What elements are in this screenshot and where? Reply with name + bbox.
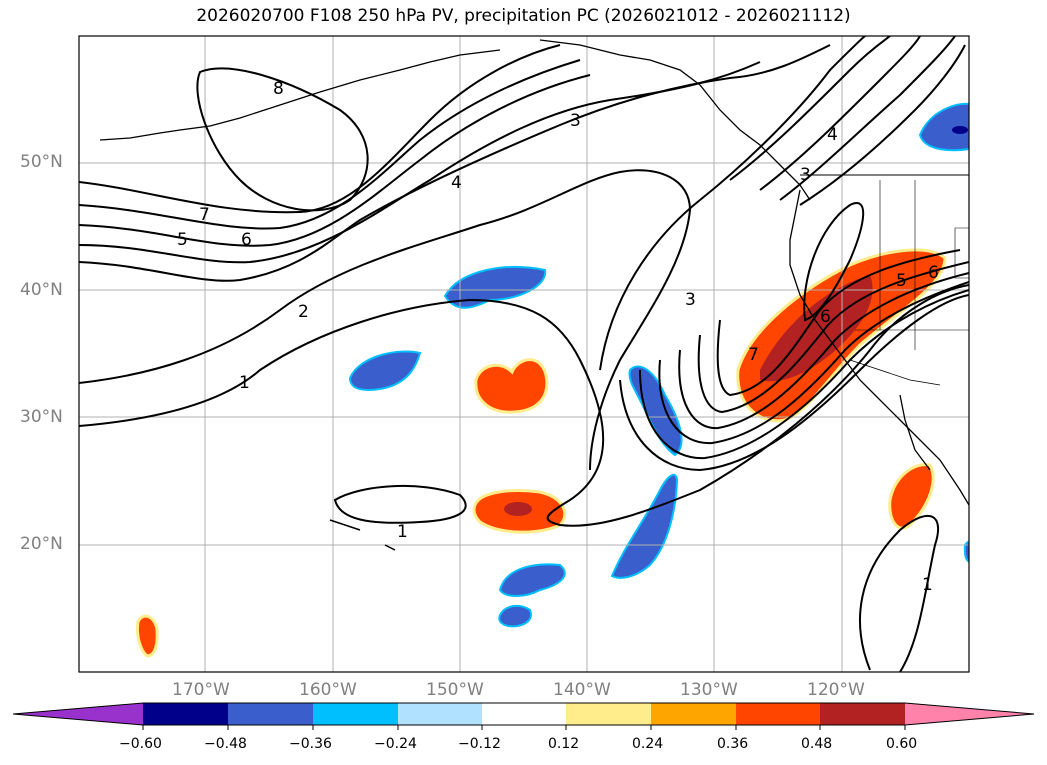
colorbar-tick-label: −0.36: [289, 736, 332, 752]
precip-blob-neg-7: [918, 102, 969, 152]
lat-label-30n: 30°N: [20, 407, 63, 427]
pv-label-1-west: 1: [239, 373, 250, 393]
pv-label-7: 7: [199, 205, 210, 225]
colorbar-extend-low: [13, 703, 143, 725]
colorbar-tick-label: −0.60: [119, 736, 162, 752]
pv-ridge-4: [729, 36, 891, 181]
colorbar-tick-label: 0.60: [886, 736, 918, 752]
colorbar-bin: [566, 703, 651, 725]
colorbar-bin: [143, 703, 228, 725]
colorbar-bin: [313, 703, 398, 725]
pv-trough-6: [716, 249, 961, 397]
colorbar-bin: [651, 703, 736, 725]
colorbar: [12, 702, 1035, 730]
colorbar-extend-high: [905, 703, 1034, 725]
pv-label-3-trough: 3: [685, 290, 696, 310]
pv-contour-1-hawaii: [333, 484, 467, 524]
lat-label-20n: 20°N: [20, 534, 63, 554]
pv-label-1-se: 1: [922, 575, 933, 595]
pv-closed-6: [803, 202, 865, 322]
pv-contour-8: [196, 67, 369, 212]
colorbar-tick-label: −0.12: [458, 736, 501, 752]
colorbar-bin: [398, 703, 482, 725]
pv-label-6-east: 6: [928, 263, 939, 283]
pv-contour-1-north: [79, 169, 692, 471]
pv-ridge-6: [779, 36, 956, 201]
pv-ridge-3: [599, 36, 866, 371]
pv-contours: [79, 36, 969, 672]
pv-contour-1-south: [79, 284, 969, 527]
pv-contour-labels: 8 7 6 5 4 3 3 2 1 1 1 3 4 5 6 7 6: [177, 79, 939, 595]
pv-label-7-trough: 7: [748, 345, 759, 365]
colorbar-tick-label: 0.12: [548, 736, 580, 752]
pv-contour-1-se: [859, 514, 940, 672]
pv-trough-2: [639, 289, 969, 460]
coastlines: [99, 39, 969, 551]
lon-label-160w: 160°W: [299, 680, 357, 700]
pv-label-4: 4: [451, 173, 462, 193]
lon-label-140w: 140°W: [553, 680, 611, 700]
precip-negative-anomalies: [348, 102, 969, 628]
pv-ridge-7: [799, 44, 966, 206]
colorbar-bin: [820, 703, 905, 725]
map-frame: [78, 35, 970, 673]
precip-blob-neg-3: [628, 365, 683, 457]
map-title: 2026020700 F108 250 hPa PV, precipitatio…: [196, 6, 851, 26]
precip-blob-neg-8: [963, 540, 969, 563]
colorbar-bin: [482, 703, 566, 725]
colorbar-tick-label: 0.48: [801, 736, 833, 752]
pv-label-8: 8: [273, 79, 284, 99]
pv-contour-2: [79, 44, 831, 282]
pv-trough-3: [658, 281, 969, 445]
pv-label-3-ridge: 3: [800, 165, 811, 185]
pv-trough-1: [619, 294, 969, 472]
lon-label-130w: 130°W: [680, 680, 738, 700]
pv-trough-4: [678, 272, 969, 430]
precip-blob-pos-2-core: [504, 502, 532, 516]
colorbar-tick-label: 0.36: [717, 736, 749, 752]
gridlines: [79, 36, 969, 672]
pv-label-4-ridge: 4: [827, 125, 838, 145]
pv-label-5-east: 5: [896, 271, 907, 291]
precip-blob-neg-5: [498, 563, 566, 597]
pv-contour-3: [79, 61, 761, 264]
lon-label-150w: 150°W: [426, 680, 484, 700]
colorbar-tick-label: −0.48: [204, 736, 247, 752]
precip-blob-neg-1: [443, 266, 547, 309]
precip-blob-pos-4: [888, 463, 935, 530]
precip-blob-neg-2: [348, 350, 422, 391]
pv-label-5: 5: [177, 230, 188, 250]
precip-blob-pos-5: [136, 614, 159, 658]
lon-label-170w: 170°W: [172, 680, 230, 700]
lat-label-50n: 50°N: [20, 152, 63, 172]
pv-label-1-hawaii: 1: [397, 522, 408, 542]
precip-blob-neg-6: [498, 604, 532, 628]
pv-contour-6: [79, 44, 561, 214]
precip-blob-neg-core: [952, 126, 968, 134]
pv-label-2: 2: [298, 302, 309, 322]
pv-label-6: 6: [241, 230, 252, 250]
pv-trough-5: [697, 261, 969, 414]
lat-label-40n: 40°N: [20, 280, 63, 300]
colorbar-tick-label: −0.24: [374, 736, 417, 752]
map-plot-area: 8 7 6 5 4 3 3 2 1 1 1 3 4 5 6 7 6: [79, 36, 969, 672]
colorbar-bin: [736, 703, 820, 725]
precip-blob-pos-1: [474, 358, 549, 414]
colorbar-tick-label: 0.24: [632, 736, 664, 752]
pv-contour-4: [79, 74, 591, 247]
pv-label-6-trough: 6: [820, 307, 831, 327]
precip-blob-neg-4: [610, 473, 679, 579]
colorbar-bin: [228, 703, 313, 725]
pv-ridge-5: [759, 36, 921, 191]
pv-label-3-north: 3: [570, 111, 581, 131]
lon-label-120w: 120°W: [807, 680, 865, 700]
